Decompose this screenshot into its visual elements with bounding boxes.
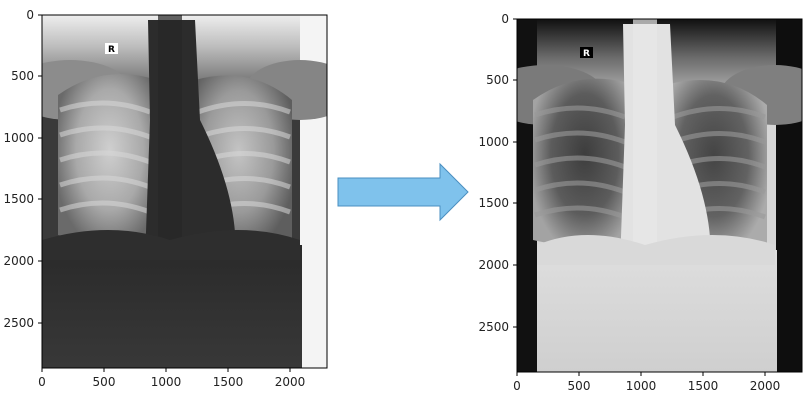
left-y-tick: 0 — [26, 8, 34, 22]
right-x-tick: 1500 — [688, 379, 719, 393]
right-x-tick: 500 — [568, 379, 591, 393]
left-x-tick: 2000 — [275, 375, 306, 389]
right-y-tick: 500 — [486, 73, 509, 87]
left-y-tick: 500 — [11, 69, 34, 83]
left-x-tick: 1500 — [213, 375, 244, 389]
right-xray-panel: R 0 500 1000 1500 2000 2500 — [478, 12, 803, 393]
right-y-tick: 2000 — [478, 258, 509, 272]
left-x-tick: 500 — [93, 375, 116, 389]
right-x-tick: 2000 — [750, 379, 781, 393]
right-y-tick: 1000 — [478, 135, 509, 149]
left-x-tick: 1000 — [151, 375, 182, 389]
left-marker-label: R — [108, 45, 115, 55]
right-plot-frame — [516, 18, 803, 373]
left-xray-image: R — [42, 15, 327, 368]
right-y-tick: 0 — [501, 12, 509, 26]
left-y-tick: 1500 — [3, 192, 34, 206]
right-marker-label: R — [583, 49, 590, 59]
right-y-tick: 1500 — [478, 196, 509, 210]
right-y-axis: 0 500 1000 1500 2000 2500 — [478, 12, 517, 334]
left-x-tick: 0 — [38, 375, 46, 389]
left-y-tick: 2500 — [3, 316, 34, 330]
left-y-axis: 0 500 1000 1500 2000 2500 — [3, 8, 42, 330]
right-xray-image: R — [517, 19, 802, 372]
right-x-tick: 0 — [513, 379, 521, 393]
left-xray-panel: R 0 500 1000 1500 2000 2500 — [3, 8, 328, 389]
left-plot-frame — [41, 14, 328, 369]
right-y-tick: 2500 — [478, 320, 509, 334]
right-arrow-icon — [337, 162, 469, 222]
left-y-tick: 1000 — [3, 131, 34, 145]
right-x-tick: 1000 — [626, 379, 657, 393]
left-y-tick: 2000 — [3, 254, 34, 268]
left-x-axis: 0 500 1000 1500 2000 — [38, 368, 305, 389]
right-x-axis: 0 500 1000 1500 2000 — [513, 372, 780, 393]
